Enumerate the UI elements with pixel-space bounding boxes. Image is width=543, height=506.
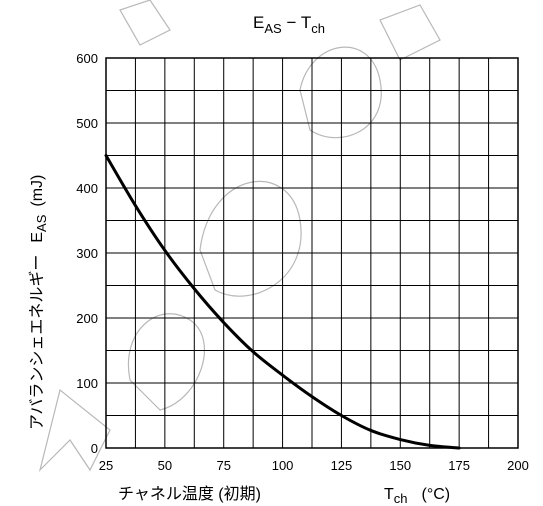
y-tick-label: 0 [91,441,98,456]
y-tick-labels: 0 100 200 300 400 500 600 [76,51,98,456]
grid-minor [105,57,519,449]
series-group [104,154,461,450]
grid-major [105,57,519,449]
x-tick-label: 150 [389,458,411,473]
watermark [38,0,441,472]
x-tick-label: 50 [158,458,172,473]
y-tick-label: 500 [76,116,98,131]
x-axis-label: チャネル温度 (初期) [118,485,261,503]
x-axis-symbol: Tch (°C) [384,486,450,506]
x-tick-label: 75 [216,458,230,473]
x-tick-labels: 25 50 75 100 125 150 175 200 [99,458,529,473]
x-tick-label: 125 [331,458,353,473]
x-tick-label: 25 [99,458,113,473]
y-axis-label: アバランシェエネルギーEAS(mJ) [28,175,49,430]
y-tick-label: 100 [76,376,98,391]
y-tick-label: 200 [76,311,98,326]
x-tick-label: 175 [448,458,470,473]
y-tick-label: 600 [76,51,98,66]
series-line [104,154,461,450]
y-tick-label: 300 [76,246,98,261]
chart-title: EAS − Tch [253,13,325,36]
plot-frame [105,57,519,449]
x-tick-label: 200 [507,458,529,473]
x-tick-label: 100 [272,458,294,473]
y-tick-label: 400 [76,181,98,196]
